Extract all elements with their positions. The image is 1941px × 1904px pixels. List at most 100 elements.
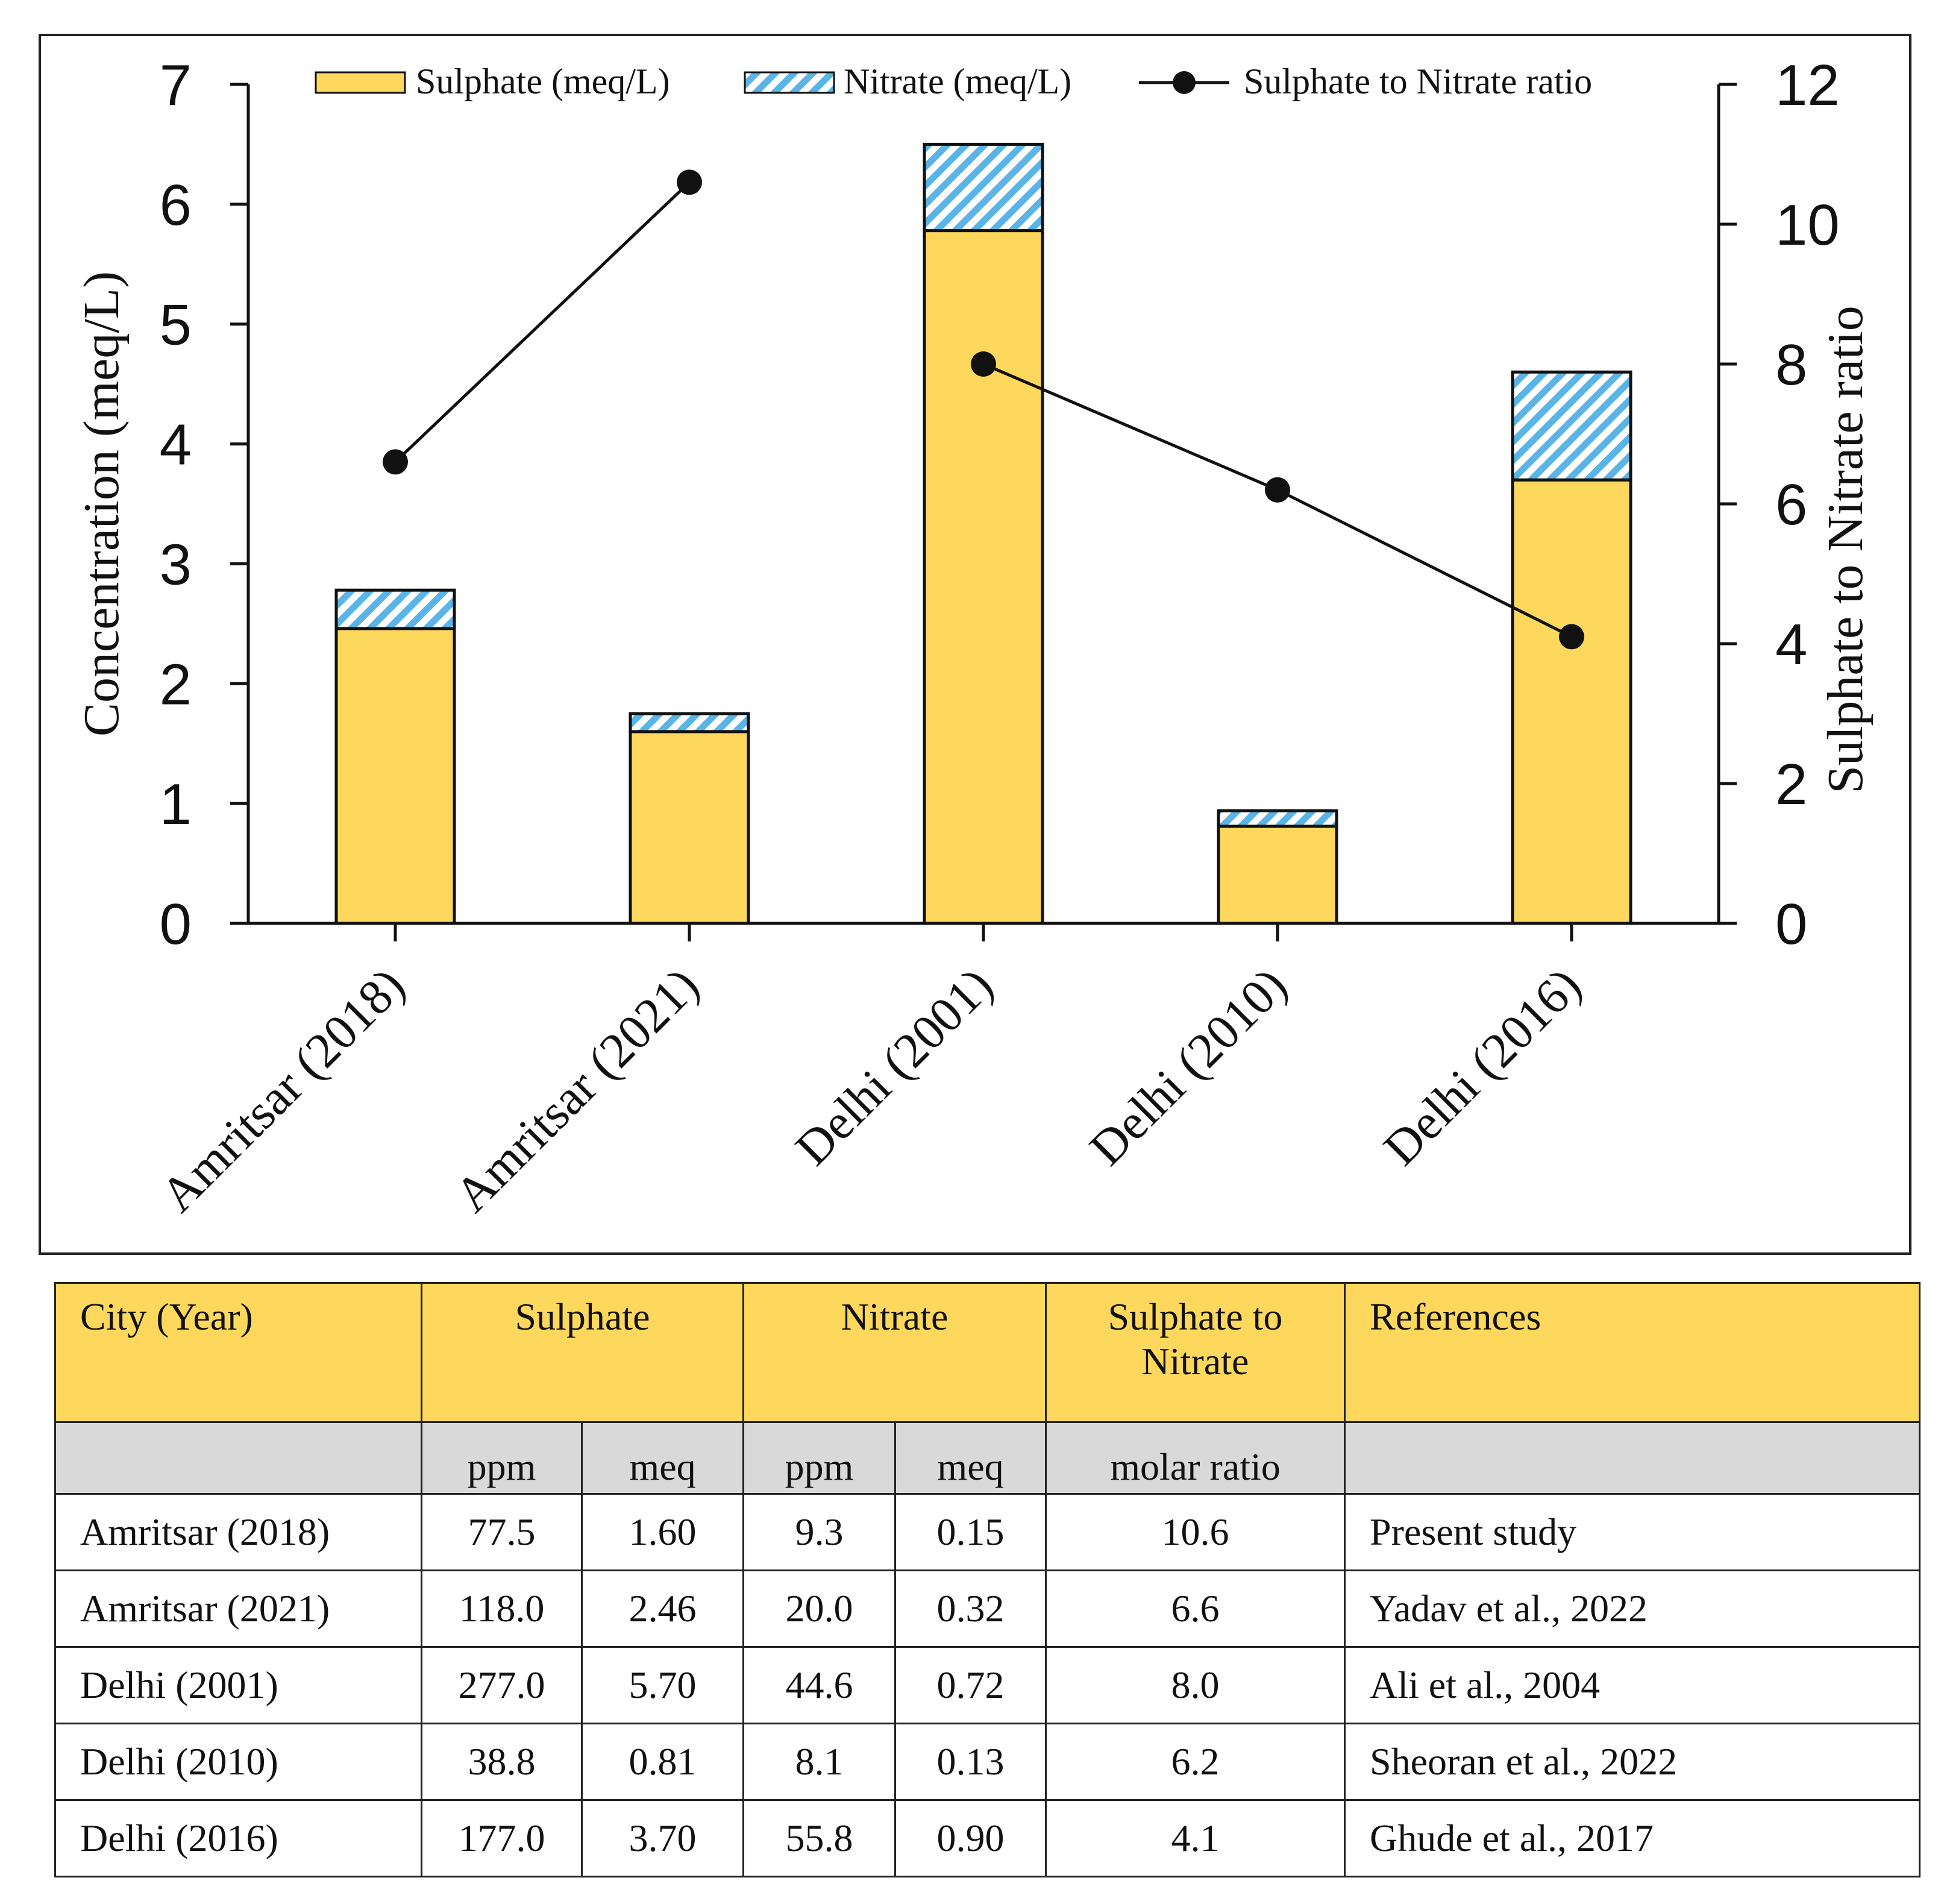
cell-ratio: 4.1	[1045, 1799, 1346, 1877]
cell-city: Amritsar (2021)	[54, 1569, 422, 1648]
subheader-ratio: molar ratio	[1045, 1421, 1346, 1495]
ratio-point	[1265, 477, 1290, 503]
y-tick-label-right: 4	[1775, 612, 1807, 677]
cell-sulphate-meq: 2.46	[581, 1569, 744, 1648]
subheader-empty	[54, 1421, 422, 1495]
x-tick-label: Amritsar (2018)	[150, 957, 415, 1222]
ratio-point	[677, 169, 702, 195]
y-tick-label-right: 2	[1775, 752, 1807, 817]
cell-ratio: 6.2	[1045, 1723, 1346, 1801]
cell-nitrate-meq: 0.15	[894, 1493, 1047, 1571]
cell-reference: Present study	[1344, 1493, 1921, 1571]
legend-marker-ratio	[1173, 71, 1196, 94]
table-row: Delhi (2010) 38.8 0.81 8.1 0.13 6.2 Sheo…	[54, 1723, 1921, 1801]
y-tick-label-right: 0	[1775, 892, 1807, 957]
y-tick-label-right: 12	[1775, 53, 1840, 118]
subheader-sulphate-ppm: ppm	[421, 1421, 583, 1495]
header-ratio-line2: Nitrate	[1141, 1340, 1249, 1383]
y-tick-label-left: 1	[160, 772, 192, 837]
cell-sulphate-ppm: 38.8	[421, 1723, 583, 1801]
y-tick-label-left: 3	[160, 532, 192, 597]
table-row: Delhi (2016) 177.0 3.70 55.8 0.90 4.1 Gh…	[54, 1799, 1921, 1877]
table-row: Amritsar (2018) 77.5 1.60 9.3 0.15 10.6 …	[54, 1493, 1921, 1571]
subheader-sulphate-meq: meq	[581, 1421, 744, 1495]
table-subheader-row: ppm meq ppm meq molar ratio	[54, 1421, 1921, 1495]
cell-city: Delhi (2016)	[54, 1799, 422, 1877]
bar-nitrate	[1511, 370, 1632, 482]
x-tick-label: Delhi (2016)	[1373, 957, 1591, 1175]
table-row: Delhi (2001) 277.0 5.70 44.6 0.72 8.0 Al…	[54, 1646, 1921, 1724]
header-ratio: Sulphate to Nitrate	[1045, 1282, 1346, 1423]
y-tick-label-left: 2	[160, 652, 192, 717]
cell-ratio: 6.6	[1045, 1569, 1346, 1648]
cell-nitrate-meq: 0.90	[894, 1799, 1047, 1877]
cell-sulphate-meq: 1.60	[581, 1493, 744, 1571]
header-references: References	[1344, 1282, 1921, 1423]
cell-sulphate-meq: 0.81	[581, 1723, 744, 1801]
legend-swatch-sulphate	[315, 71, 406, 94]
y-axis-title-left: Concentration (meq/L)	[74, 271, 130, 737]
bar-sulphate	[334, 627, 456, 925]
legend-label-sulphate: Sulphate (meq/L)	[416, 61, 670, 101]
bar-nitrate	[1217, 809, 1338, 828]
table-header-row: City (Year) Sulphate Nitrate Sulphate to…	[54, 1282, 1921, 1423]
y-tick-label-left: 6	[160, 173, 192, 237]
x-tick-label: Delhi (2010)	[1079, 957, 1297, 1175]
cell-ratio: 8.0	[1045, 1646, 1346, 1724]
bar-nitrate	[334, 588, 456, 630]
legend-label-ratio: Sulphate to Nitrate ratio	[1244, 61, 1592, 101]
cell-reference: Yadav et al., 2022	[1344, 1569, 1921, 1648]
subheader-empty-ref	[1344, 1421, 1921, 1495]
table-row: Amritsar (2021) 118.0 2.46 20.0 0.32 6.6…	[54, 1569, 1921, 1648]
cell-reference: Sheoran et al., 2022	[1344, 1723, 1921, 1801]
cell-city: Delhi (2001)	[54, 1646, 422, 1724]
ratio-point	[383, 449, 408, 475]
cell-nitrate-ppm: 20.0	[742, 1569, 896, 1648]
ratio-point	[1559, 624, 1584, 650]
cell-nitrate-ppm: 55.8	[742, 1799, 896, 1877]
cell-city: Amritsar (2018)	[54, 1493, 422, 1571]
x-tick-label: Delhi (2001)	[785, 957, 1003, 1175]
bar-nitrate	[923, 142, 1044, 233]
cell-sulphate-ppm: 77.5	[421, 1493, 583, 1571]
cell-sulphate-ppm: 277.0	[421, 1646, 583, 1724]
cell-sulphate-meq: 5.70	[581, 1646, 744, 1724]
cell-nitrate-ppm: 8.1	[742, 1723, 896, 1801]
subheader-nitrate-ppm: ppm	[742, 1421, 896, 1495]
y-tick-label-right: 10	[1775, 193, 1840, 257]
cell-reference: Ali et al., 2004	[1344, 1646, 1921, 1724]
x-tick-label: Amritsar (2021)	[444, 957, 709, 1222]
bar-sulphate	[1217, 825, 1338, 925]
cell-nitrate-ppm: 44.6	[742, 1646, 896, 1724]
bar-sulphate	[629, 730, 750, 925]
header-city: City (Year)	[54, 1282, 422, 1423]
y-tick-label-right: 8	[1775, 333, 1807, 397]
subheader-nitrate-meq: meq	[894, 1421, 1047, 1495]
cell-nitrate-ppm: 9.3	[742, 1493, 896, 1571]
legend-label-nitrate: Nitrate (meq/L)	[844, 61, 1071, 101]
cell-ratio: 10.6	[1045, 1493, 1346, 1571]
cell-sulphate-ppm: 177.0	[421, 1799, 583, 1877]
cell-nitrate-meq: 0.32	[894, 1569, 1047, 1648]
header-sulphate: Sulphate	[421, 1282, 744, 1423]
cell-sulphate-ppm: 118.0	[421, 1569, 583, 1648]
cell-nitrate-meq: 0.13	[894, 1723, 1047, 1801]
legend-swatch-nitrate	[744, 71, 835, 94]
header-nitrate: Nitrate	[742, 1282, 1047, 1423]
ratio-line-segment	[394, 181, 691, 463]
cell-reference: Ghude et al., 2017	[1344, 1799, 1921, 1877]
y-tick-label-left: 5	[160, 293, 192, 357]
bar-sulphate	[923, 229, 1044, 925]
y-axis-title-right: Sulphate to Nitrate ratio	[1817, 306, 1874, 793]
y-tick-label-left: 7	[160, 53, 192, 118]
bar-nitrate	[629, 712, 750, 734]
cell-city: Delhi (2010)	[54, 1723, 422, 1801]
cell-sulphate-meq: 3.70	[581, 1799, 744, 1877]
y-tick-label-left: 0	[160, 892, 192, 957]
y-tick-label-left: 4	[160, 413, 192, 477]
bar-sulphate	[1511, 478, 1632, 925]
legend: Sulphate (meq/L) Nitrate (meq/L) Sulphat…	[315, 61, 1592, 101]
data-table: City (Year) Sulphate Nitrate Sulphate to…	[54, 1282, 1921, 1877]
cell-nitrate-meq: 0.72	[894, 1646, 1047, 1724]
